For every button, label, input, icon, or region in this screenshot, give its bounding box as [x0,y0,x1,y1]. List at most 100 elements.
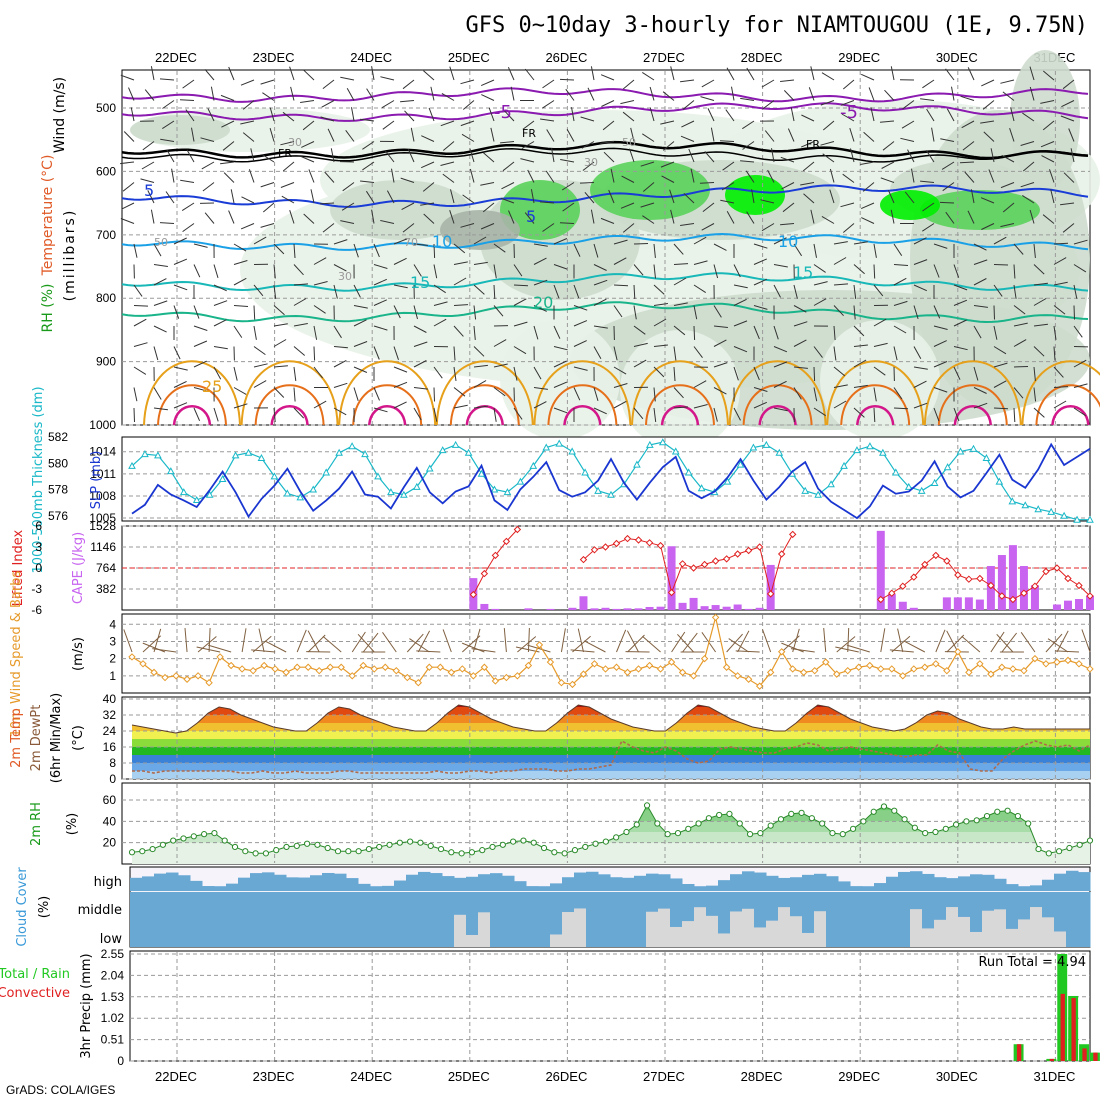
axis-tick-label: 1 [109,669,116,683]
wind-barb [173,258,188,265]
wind-barb [362,141,375,150]
cloud-high-cell [382,885,395,891]
cloud-gap-cell [742,908,755,947]
axis-tick-label: -3 [31,582,42,596]
wind-barb [713,243,727,251]
rh-marker [407,838,414,845]
wind-barb [840,100,855,106]
wind-barb [213,284,227,292]
contour-label: 50 [154,236,168,249]
wind-barb [1000,79,1015,84]
cloud-cells [130,870,1091,947]
wind-barb [942,182,955,192]
li-marker [987,581,995,590]
rh-marker [623,828,630,836]
wind-barb [993,236,1007,245]
wind-barb [559,222,575,224]
contour-30 [645,384,715,426]
wind-barb [273,365,288,368]
wind-barb [353,341,368,347]
wind-barb [702,202,715,212]
wind-barb [633,359,647,368]
rh-marker [139,848,146,855]
wind-barb [290,86,295,101]
wind-barb [673,243,684,255]
wind-barb [171,168,175,183]
rh-marker [221,837,228,844]
axis-tick-label: 1528 [89,519,116,533]
barb [362,632,379,653]
li-marker [502,537,511,546]
wind-barb [713,407,718,422]
rh-marker [685,825,692,832]
wind-barb [913,402,928,409]
wind-barb [593,243,599,258]
axis-tick-label: 3 [35,540,42,554]
wind-barb [1073,383,1088,388]
wind-barb [493,305,504,317]
rh-marker [963,818,970,825]
wind-barb [162,100,175,109]
wind-barb [483,152,495,163]
wind-barb [504,110,515,122]
wind-marker [326,663,334,671]
cloud-mid-low-cell [598,892,611,947]
date-label-top: 25DEC [448,50,490,65]
wind-barb [433,366,443,379]
date-label-top: 28DEC [741,50,783,65]
wind-marker [976,660,984,668]
cape-bar [1086,595,1094,610]
wind-barb [500,197,515,204]
axis-tick-label: 2.55 [101,947,125,961]
wind-marker [777,648,786,656]
cloud-mid-low-cell [502,892,515,947]
wind-axis-label: Wind (m/s) [52,77,68,153]
wind-barb [913,305,919,320]
wind-barb [753,387,768,392]
contour-freezing-2 [121,147,1089,163]
wind-barb [600,141,615,144]
contour-label: 30 [288,136,302,149]
wind-barb [273,305,285,316]
barb [835,646,859,653]
cloud-high-cell [946,878,959,891]
date-label-top: 22DEC [155,50,197,65]
wind-barb [273,407,276,423]
dewpoint-line [132,739,1091,774]
thickness-marker [400,490,408,498]
wind-barb [901,120,915,129]
temp-grid [122,698,1090,780]
wind-barb [413,264,422,277]
wind-barb [320,116,335,122]
wind-barb [322,79,335,89]
rh-marker [633,821,640,828]
wind-barb [420,202,435,206]
wind-barb [893,325,907,334]
wind-barb [673,387,684,399]
rh-marker [942,825,949,832]
wind-barb [813,281,828,286]
wind-barb [913,366,928,370]
cape-bar [612,608,621,610]
cloud-high-cell [910,871,923,891]
wind-barb [230,189,235,204]
wind-barb [967,210,975,224]
wind-barb [683,192,695,204]
wind-barb [721,182,735,191]
wind-barb [860,202,875,210]
rh-marker [705,815,712,822]
wind-barb [385,150,395,163]
rh-marker [314,841,321,848]
wind-barb [253,325,257,340]
wind-barb [882,141,895,151]
wind-barb [603,151,615,163]
wind-barb [453,404,468,409]
cloud-high-cell [322,872,335,891]
wind-barb [130,107,135,122]
wind-barb [1040,141,1055,148]
cloud-high-cell [802,874,815,891]
cloud-high-cell [478,874,491,891]
thickness-slp-lines [128,438,1094,523]
wind-marker [766,668,775,677]
